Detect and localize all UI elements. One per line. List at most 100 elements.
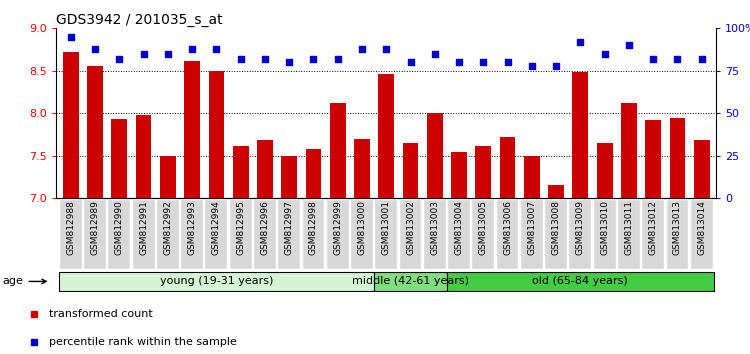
FancyBboxPatch shape [58, 272, 374, 291]
Text: GSM812994: GSM812994 [212, 200, 221, 255]
Point [235, 56, 247, 62]
Point [284, 59, 296, 65]
Bar [403, 143, 418, 198]
Point [308, 56, 320, 62]
Bar [670, 118, 686, 198]
FancyBboxPatch shape [351, 200, 373, 269]
Text: old (65-84 years): old (65-84 years) [532, 276, 628, 286]
Point [671, 56, 683, 62]
Bar [63, 52, 79, 198]
Text: GDS3942 / 201035_s_at: GDS3942 / 201035_s_at [56, 13, 223, 27]
FancyBboxPatch shape [521, 200, 543, 269]
Text: GSM812992: GSM812992 [164, 200, 172, 255]
Text: GSM813013: GSM813013 [673, 200, 682, 256]
Text: GSM812996: GSM812996 [260, 200, 269, 255]
Bar [378, 74, 394, 198]
Text: GSM812995: GSM812995 [236, 200, 245, 255]
FancyBboxPatch shape [133, 200, 154, 269]
Point [113, 56, 125, 62]
Bar [572, 73, 588, 198]
Text: GSM813007: GSM813007 [527, 200, 536, 256]
Bar [136, 115, 152, 198]
Text: GSM812988: GSM812988 [66, 200, 75, 255]
Bar [645, 120, 661, 198]
Text: GSM812997: GSM812997 [285, 200, 294, 255]
Text: GSM813000: GSM813000 [358, 200, 367, 256]
Point [526, 63, 538, 69]
Text: GSM813006: GSM813006 [503, 200, 512, 256]
Point [623, 42, 635, 48]
Point [89, 46, 101, 52]
Text: GSM812990: GSM812990 [115, 200, 124, 255]
Bar [500, 137, 515, 198]
Text: GSM813010: GSM813010 [600, 200, 609, 256]
Bar [694, 141, 709, 198]
Point [647, 56, 659, 62]
Bar [476, 145, 491, 198]
Point [696, 56, 708, 62]
FancyBboxPatch shape [569, 200, 591, 269]
Text: percentile rank within the sample: percentile rank within the sample [49, 337, 237, 347]
Bar [160, 156, 176, 198]
FancyBboxPatch shape [109, 200, 130, 269]
FancyBboxPatch shape [691, 200, 712, 269]
Point [574, 39, 586, 45]
FancyBboxPatch shape [278, 200, 300, 269]
FancyBboxPatch shape [230, 200, 251, 269]
Bar [209, 71, 224, 198]
Point [598, 51, 610, 57]
Point [404, 59, 416, 65]
Bar [621, 103, 637, 198]
FancyBboxPatch shape [157, 200, 178, 269]
Bar [597, 143, 613, 198]
Text: GSM813001: GSM813001 [382, 200, 391, 256]
Bar [548, 185, 564, 198]
Point [550, 63, 562, 69]
FancyBboxPatch shape [302, 200, 324, 269]
Text: GSM813005: GSM813005 [478, 200, 488, 256]
FancyBboxPatch shape [327, 200, 349, 269]
FancyBboxPatch shape [254, 200, 276, 269]
Text: GSM813011: GSM813011 [625, 200, 634, 256]
Bar [354, 139, 370, 198]
Text: GSM812993: GSM812993 [188, 200, 196, 255]
FancyBboxPatch shape [545, 200, 567, 269]
FancyBboxPatch shape [182, 200, 203, 269]
FancyBboxPatch shape [667, 200, 688, 269]
Point [259, 56, 271, 62]
Point [211, 46, 223, 52]
Bar [232, 145, 248, 198]
FancyBboxPatch shape [374, 272, 447, 291]
Bar [112, 119, 128, 198]
Text: GSM812991: GSM812991 [139, 200, 148, 255]
Bar [184, 61, 200, 198]
Point [502, 59, 514, 65]
Point [429, 51, 441, 57]
Bar [330, 103, 346, 198]
FancyBboxPatch shape [594, 200, 616, 269]
FancyBboxPatch shape [206, 200, 227, 269]
Text: GSM813002: GSM813002 [406, 200, 415, 255]
Point [64, 34, 76, 40]
Point [137, 51, 149, 57]
Bar [524, 156, 540, 198]
FancyBboxPatch shape [447, 272, 714, 291]
Text: transformed count: transformed count [49, 309, 152, 319]
FancyBboxPatch shape [496, 200, 518, 269]
Text: GSM813009: GSM813009 [576, 200, 585, 256]
Bar [305, 149, 321, 198]
Point [186, 46, 198, 52]
Point [356, 46, 368, 52]
Text: GSM812998: GSM812998 [309, 200, 318, 255]
Bar [427, 113, 442, 198]
Point [332, 56, 344, 62]
FancyBboxPatch shape [84, 200, 106, 269]
FancyBboxPatch shape [60, 200, 82, 269]
FancyBboxPatch shape [375, 200, 398, 269]
Text: middle (42-61 years): middle (42-61 years) [352, 276, 469, 286]
Text: GSM813008: GSM813008 [551, 200, 560, 256]
Point [477, 59, 489, 65]
FancyBboxPatch shape [642, 200, 664, 269]
Point [453, 59, 465, 65]
Bar [87, 66, 103, 198]
